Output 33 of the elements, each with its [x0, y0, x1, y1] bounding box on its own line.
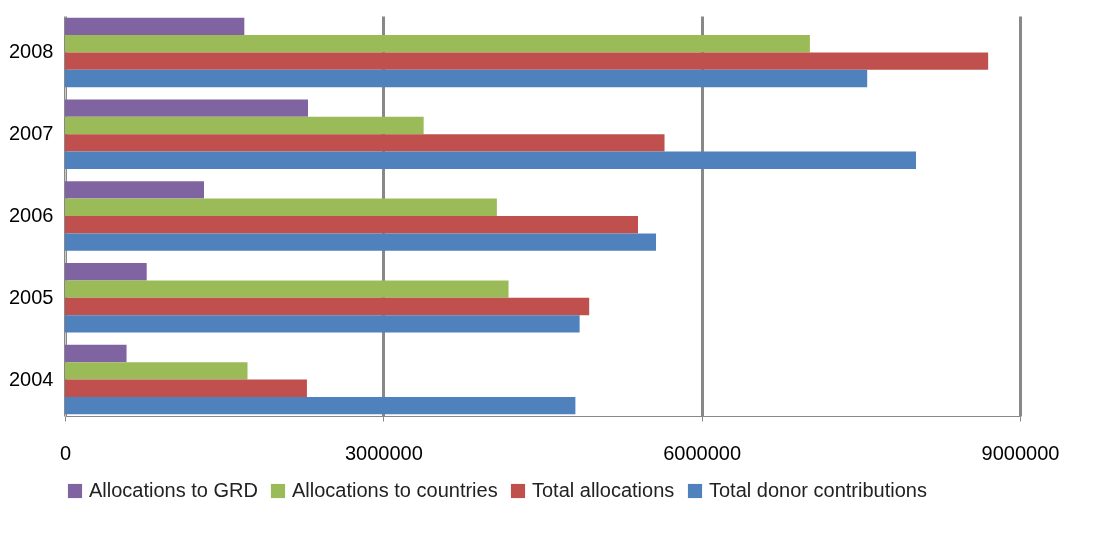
- bar: [65, 99, 308, 117]
- bar: [65, 362, 248, 380]
- legend-label: Allocations to countries: [292, 479, 498, 501]
- bar: [65, 181, 205, 199]
- bar: [65, 216, 638, 234]
- bar: [65, 280, 509, 298]
- x-tick-label: 3000000: [344, 441, 423, 464]
- bar: [65, 134, 665, 152]
- bar: [65, 151, 917, 169]
- x-tick-label: 6000000: [663, 441, 742, 464]
- bar: [65, 17, 245, 36]
- bar: [65, 396, 576, 415]
- bar: [65, 35, 810, 53]
- y-tick-label: 2006: [9, 204, 54, 226]
- bar: [65, 233, 657, 251]
- bar: [65, 315, 580, 333]
- bar: [65, 379, 307, 397]
- bar: [65, 198, 497, 216]
- legend-label: Total donor contributions: [709, 479, 927, 501]
- y-tick-label: 2004: [9, 367, 54, 390]
- y-tick-label: 2007: [9, 122, 54, 145]
- legend-label: Total allocations: [532, 479, 675, 501]
- bar: [65, 297, 590, 316]
- bar: [65, 116, 424, 135]
- bar: [65, 52, 989, 70]
- y-tick-label: 2005: [9, 285, 54, 308]
- bar: [65, 69, 868, 88]
- y-tick-label: 2008: [9, 40, 54, 63]
- x-tick-label: 0: [59, 441, 72, 464]
- legend-label: Allocations to GRD: [89, 479, 258, 501]
- bar: [65, 344, 127, 363]
- x-tick-label: 9000000: [981, 441, 1060, 464]
- bar: [65, 263, 147, 281]
